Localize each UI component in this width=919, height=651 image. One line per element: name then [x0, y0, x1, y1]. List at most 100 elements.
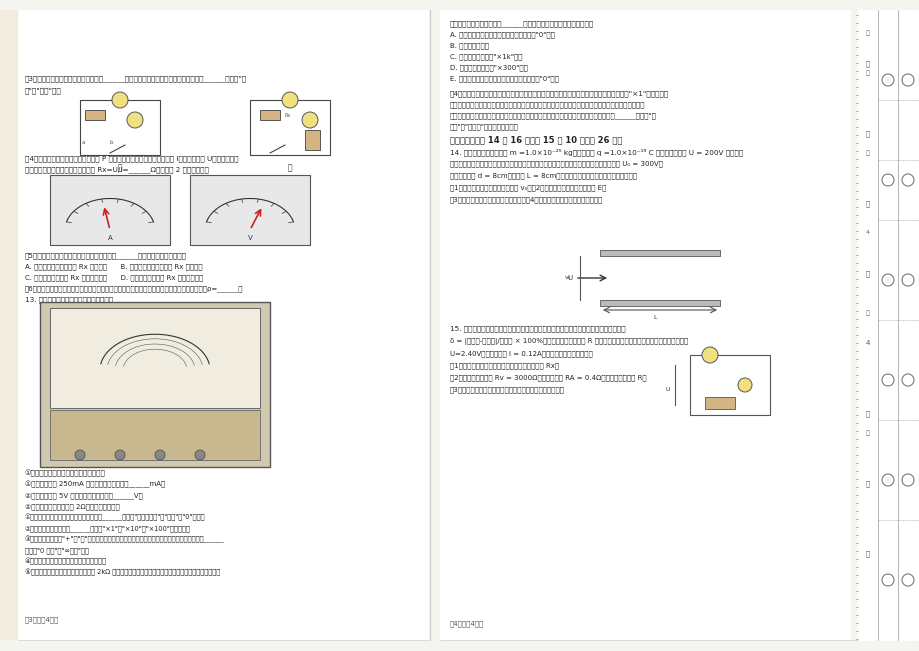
Text: 4: 4	[865, 340, 869, 346]
Bar	[0, 10, 18, 640]
Text: （4）某同学通过测量找到了发光二极管的负极，第一，将多用电表选择开关旋转到电阻挡的"×1"挡，经过欧: （4）某同学通过测量找到了发光二极管的负极，第一，将多用电表选择开关旋转到电阻挡…	[449, 90, 668, 96]
Circle shape	[737, 378, 751, 392]
Bar	[50, 175, 170, 245]
Text: a: a	[82, 140, 85, 145]
Text: 1: 1	[194, 341, 198, 346]
Text: 4: 4	[865, 230, 869, 235]
Circle shape	[701, 347, 717, 363]
Text: 晰: 晰	[865, 550, 869, 557]
Text: A: A	[132, 117, 137, 122]
Circle shape	[195, 450, 205, 460]
Circle shape	[115, 450, 125, 460]
Text: A: A	[743, 383, 746, 387]
Text: 甲: 甲	[118, 163, 122, 172]
Text: V: V	[247, 235, 252, 241]
Text: 晰: 晰	[865, 270, 869, 277]
Text: R: R	[305, 145, 309, 150]
Text: V: V	[708, 352, 711, 357]
Circle shape	[75, 450, 85, 460]
Bar	[704, 397, 734, 409]
Text: E. 调节欧姆调零旋钮，使电表表针对准电阻的"0"刻线: E. 调节欧姆调零旋钮，使电表表针对准电阻的"0"刻线	[449, 75, 558, 81]
Bar	[250, 100, 330, 155]
Text: 翔: 翔	[865, 480, 869, 486]
Circle shape	[112, 92, 128, 108]
Text: L: L	[652, 315, 656, 320]
Text: A: A	[308, 117, 312, 122]
Circle shape	[301, 112, 318, 128]
Bar	[439, 10, 849, 640]
Text: ④将两表笔分别与待测电阻相连，读取数据。: ④将两表笔分别与待测电阻相连，读取数据。	[25, 558, 107, 565]
Bar	[85, 110, 105, 120]
Text: b: b	[110, 140, 113, 145]
Text: ②若将待测电阻阻值约为 2Ω，测量步骤如下：: ②若将待测电阻阻值约为 2Ω，测量步骤如下：	[25, 503, 119, 510]
Bar	[857, 10, 919, 640]
Text: δ = |测量值-真实值|/真实值 × 100%，如图所示为测量电阻 R 的阻值时的部分电路，某次测量中测得电压表示数: δ = |测量值-真实值|/真实值 × 100%，如图所示为测量电阻 R 的阻值…	[449, 338, 687, 345]
Text: 世: 世	[865, 130, 869, 137]
Text: U: U	[567, 275, 572, 281]
Bar	[40, 302, 269, 467]
Text: （选填"0 刻度"或"∞刻线"）。: （选填"0 刻度"或"∞刻线"）。	[25, 547, 89, 553]
Bar	[857, 10, 912, 640]
Text: 第3页（共4页）: 第3页（共4页）	[25, 616, 60, 622]
Bar	[689, 355, 769, 415]
Text: 翔: 翔	[865, 200, 869, 206]
Bar	[260, 110, 279, 120]
Text: （1）粒子从加速电场出射时的速度 v₀；（2）两平行金属板间的电场大小 E；: （1）粒子从加速电场出射时的速度 v₀；（2）两平行金属板间的电场大小 E；	[449, 184, 606, 191]
Text: V: V	[118, 98, 122, 102]
Text: 晰: 晰	[865, 310, 869, 316]
Text: （3）实验电路应采用如图所示哪个电路______，组合开关前，滑动变阻器的滑片应置于______端（填"最: （3）实验电路应采用如图所示哪个电路______，组合开关前，滑动变阻器的滑片应…	[25, 75, 247, 82]
Text: 10: 10	[123, 335, 129, 340]
Text: （4）接通开关，改变滑动变阻器滑片 P 的位置，并记录对应的电流表示数 I、电压表示数 U，某次电表示: （4）接通开关，改变滑动变阻器滑片 P 的位置，并记录对应的电流表示数 I、电压…	[25, 155, 238, 161]
Bar	[305, 130, 320, 150]
Text: ⑤测量后应要提出测量一个阻值大约是 2kΩ 左右的电阻，在红黑表笔接触这个电阻两端之前，请从下列选: ⑤测量后应要提出测量一个阻值大约是 2kΩ 左右的电阻，在红黑表笔接触这个电阻两…	[25, 569, 220, 576]
Text: （1）根据电流表、电压表示数，求电阻的测量值 Rx；: （1）根据电流表、电压表示数，求电阻的测量值 Rx；	[449, 362, 559, 368]
Text: 晰: 晰	[865, 150, 869, 156]
Text: 矧: 矧	[865, 60, 869, 66]
Text: ①调节指针定位螺丝，使多用电表指针对准______（选填"直流电流电"或"电压"）"0"刻线。: ①调节指针定位螺丝，使多用电表指针对准______（选填"直流电流电"或"电压"…	[25, 514, 205, 521]
Text: 晰: 晰	[865, 430, 869, 436]
Bar	[599, 300, 720, 306]
Bar	[50, 308, 260, 408]
Text: ∞: ∞	[96, 361, 100, 366]
Text: C. 电压表测量值小于 Rx 两端的电压值      D. 电压表测量值大于 Rx 两端的电压值: C. 电压表测量值小于 Rx 两端的电压值 D. 电压表测量值大于 Rx 两端的…	[25, 274, 203, 281]
Text: U=2.40V，电流表示数 I = 0.12A，不考虑偶然误差的影响。: U=2.40V，电流表示数 I = 0.12A，不考虑偶然误差的影响。	[449, 350, 592, 357]
Text: ②如果是用直流 5V 档测量电压，刻度数为______V。: ②如果是用直流 5V 档测量电压，刻度数为______V。	[25, 492, 142, 499]
Text: 眼的白光；然后他将两表笔的位置互换以后，发现二极管不发光。这说明二极管的负极是______（选填"长: 眼的白光；然后他将两表笔的位置互换以后，发现二极管不发光。这说明二极管的负极是_…	[449, 112, 656, 118]
Text: 14. 如图所示，一个质量为 m =1.0×10⁻²⁵ kg，电荷量为 q =1.0×10⁻¹⁹ C 的带电粒子，经 U = 200V 的电压加: 14. 如图所示，一个质量为 m =1.0×10⁻²⁵ kg，电荷量为 q =1…	[449, 148, 743, 156]
Bar	[80, 100, 160, 155]
Text: （3）粒子离开偏转电场时所花的时间；（4）粒子离开偏转电场时的落点位移。: （3）粒子离开偏转电场时所花的时间；（4）粒子离开偏转电场时的落点位移。	[449, 196, 603, 202]
Text: 2: 2	[173, 332, 176, 337]
Bar	[18, 10, 427, 640]
Text: 0: 0	[208, 355, 210, 359]
Bar	[50, 410, 260, 460]
Text: 15. 实验中会存在误差，物理学中把测量值与真实值之差与真实值之比叫做相对误差，即: 15. 实验中会存在误差，物理学中把测量值与真实值之差与真实值之比叫做相对误差，…	[449, 325, 625, 331]
Text: 世: 世	[865, 70, 869, 76]
Text: C. 把选择开关旋转到"×1k"位置: C. 把选择开关旋转到"×1k"位置	[449, 53, 522, 60]
Text: 13. 用如图所示的多用电表测量定值电阻。: 13. 用如图所示的多用电表测量定值电阻。	[25, 296, 113, 303]
Text: 项中选出必要的步骤，并按______的顺序进行操作，再完成读数测量。: 项中选出必要的步骤，并按______的顺序进行操作，再完成读数测量。	[449, 20, 594, 27]
Text: 若两板间距为 d = 8cm，板长为 L = 8cm，整个装置处在真空中，重力可忽略，求：: 若两板间距为 d = 8cm，板长为 L = 8cm，整个装置处在真空中，重力可…	[449, 172, 636, 178]
Text: ①如果是用直流 250mA 档测量电流，刻度数为______mA。: ①如果是用直流 250mA 档测量电流，刻度数为______mA。	[25, 481, 165, 488]
Text: 数如下图所示，可得该电阻的测量值 Rx=U/I=______Ω。（保留 2 位有效数字）: 数如下图所示，可得该电阻的测量值 Rx=U/I=______Ω。（保留 2 位有…	[25, 166, 209, 173]
Text: 姆调零之后，他把红表笔接在二极管的短管脚上，把黑表笔接在二极管的长管脚上，发现二极管发出了耀: 姆调零之后，他把红表笔接在二极管的短管脚上，把黑表笔接在二极管的长管脚上，发现二…	[449, 101, 645, 107]
Bar	[190, 175, 310, 245]
Text: v₀: v₀	[564, 275, 571, 280]
Circle shape	[127, 112, 142, 128]
Text: ③将红、黑表笔插入"+"、"一"插孔，并将两表笔短接，调节欧姆零旋钮，使电表表针对零欧姆的______: ③将红、黑表笔插入"+"、"一"插孔，并将两表笔短接，调节欧姆零旋钮，使电表表针…	[25, 536, 224, 544]
Text: Rx: Rx	[285, 113, 291, 118]
Text: ①如图为一正在测量中的多用电表表盘。: ①如图为一正在测量中的多用电表表盘。	[25, 470, 106, 477]
Text: （3）求此次测量量的相对误差。（结果保留一位有效数字）: （3）求此次测量量的相对误差。（结果保留一位有效数字）	[449, 386, 564, 393]
Text: 左"或"最右"）。: 左"或"最右"）。	[25, 87, 62, 94]
Circle shape	[282, 92, 298, 108]
Text: 三、解答题（第 14 题 16 分，第 15 题 10 分，共 26 分）: 三、解答题（第 14 题 16 分，第 15 题 10 分，共 26 分）	[449, 135, 621, 144]
Text: 5: 5	[148, 330, 152, 335]
Text: （5）本实验所用电路，产生误差的主要原因是______，（选填选项前的字母）: （5）本实验所用电路，产生误差的主要原因是______，（选填选项前的字母）	[25, 252, 187, 258]
Circle shape	[154, 450, 165, 460]
Text: 矧: 矧	[865, 30, 869, 36]
Text: ②将选择开关转到电阻挡______（选填"×1"、"×10"或"×100"）的位置。: ②将选择开关转到电阻挡______（选填"×1"、"×10"或"×100"）的位…	[25, 525, 190, 532]
Text: U: U	[665, 387, 670, 392]
Text: 速后，在两平行金属板中点处沿垂直电场线方向进入偏转电场，两平行金属板之间的电压为 U₀ = 300V，: 速后，在两平行金属板中点处沿垂直电场线方向进入偏转电场，两平行金属板之间的电压为…	[449, 160, 663, 167]
Text: （6）用实验过程中测量密绕细导线对应的字母表示电阻率，根据题目给复合材料电阻率表达式为ρ=______。: （6）用实验过程中测量密绕细导线对应的字母表示电阻率，根据题目给复合材料电阻率表…	[25, 285, 244, 292]
Text: 晰: 晰	[865, 410, 869, 417]
Text: 管脚"或"短管脚"）所连接的一极。: 管脚"或"短管脚"）所连接的一极。	[449, 123, 518, 130]
